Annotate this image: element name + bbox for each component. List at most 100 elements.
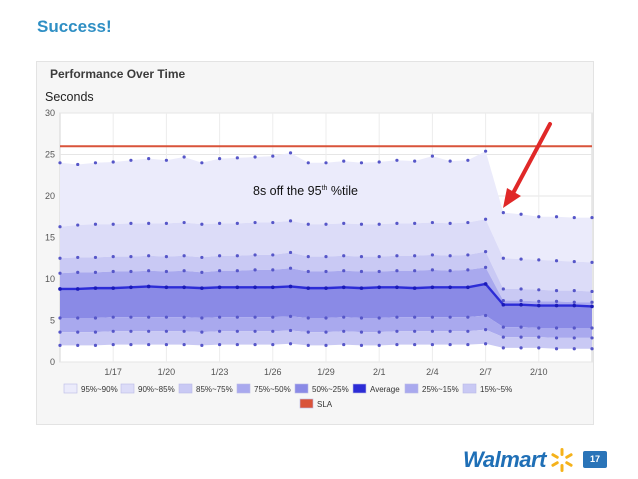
point-95%~90% [288, 151, 293, 155]
point-85%~75% [200, 255, 204, 260]
x-tick-label: 1/20 [158, 367, 176, 377]
point-floor [342, 342, 346, 347]
point-85%~75% [218, 254, 222, 258]
point-90%~85% [395, 221, 399, 225]
point-90%~85% [129, 221, 133, 225]
point-25%~15% [288, 314, 293, 318]
point-90%~85% [147, 221, 151, 225]
y-tick-label: 25 [45, 150, 55, 160]
point-floor [76, 343, 80, 347]
point-90%~85% [537, 258, 541, 262]
point-85%~75% [413, 254, 417, 258]
point-average [448, 285, 452, 290]
point-average [111, 286, 115, 290]
point-25%~15% [235, 315, 239, 319]
point-floor [501, 346, 505, 350]
point-average [590, 304, 594, 309]
legend-swatch [404, 383, 419, 394]
point-average [93, 286, 98, 290]
point-90%~85% [288, 219, 293, 223]
chart-title: Performance Over Time [50, 67, 186, 81]
point-90%~85% [377, 222, 381, 226]
point-average [164, 285, 169, 290]
point-25%~15% [218, 315, 222, 319]
legend-swatch [236, 383, 251, 394]
point-average [235, 285, 240, 290]
point-75%~50% [484, 265, 488, 269]
legend-swatch [462, 383, 477, 394]
point-95%~90% [519, 212, 523, 216]
point-95%~90% [537, 215, 541, 219]
point-75%~50% [395, 269, 399, 273]
spark-icon [551, 448, 573, 472]
x-tick-label: 1/17 [104, 367, 122, 377]
point-85%~75% [182, 254, 186, 258]
x-tick-label: 2/4 [426, 367, 439, 377]
point-15%~5% [342, 329, 346, 333]
point-95%~90% [93, 161, 98, 165]
point-average [58, 287, 62, 291]
point-95%~90% [501, 211, 505, 215]
point-15%~5% [324, 330, 328, 334]
point-95%~90% [554, 215, 559, 219]
point-85%~75% [147, 254, 151, 258]
point-90%~85% [182, 220, 186, 225]
point-75%~50% [182, 269, 186, 273]
point-average [217, 285, 222, 290]
point-15%~5% [448, 329, 452, 333]
point-floor [537, 346, 541, 350]
point-95%~90% [111, 160, 115, 164]
point-85%~75% [342, 254, 346, 258]
band-85%~75% [60, 251, 592, 303]
point-85%~75% [76, 255, 80, 260]
point-15%~5% [235, 329, 239, 333]
point-95%~90% [306, 161, 310, 165]
point-75%~50% [448, 269, 452, 273]
y-tick-label: 10 [45, 274, 55, 284]
point-95%~90% [413, 159, 417, 163]
point-85%~75% [359, 254, 364, 259]
point-15%~5% [182, 329, 186, 333]
point-75%~50% [235, 269, 239, 273]
point-75%~50% [359, 269, 364, 274]
x-tick-label: 1/26 [264, 367, 282, 377]
point-75%~50% [218, 269, 222, 273]
point-floor [519, 346, 523, 350]
point-average [271, 285, 275, 290]
point-90%~85% [58, 225, 62, 229]
point-average [146, 284, 151, 289]
point-95%~90% [590, 215, 594, 220]
point-85%~75% [448, 254, 452, 258]
point-85%~75% [395, 254, 399, 258]
point-85%~75% [484, 250, 488, 254]
x-tick-label: 1/29 [317, 367, 335, 377]
point-90%~85% [253, 220, 257, 225]
point-25%~15% [76, 316, 80, 320]
x-tick-label: 1/23 [211, 367, 229, 377]
point-95%~90% [324, 161, 328, 165]
point-95%~90% [76, 162, 80, 167]
point-25%~15% [271, 315, 275, 319]
point-floor [484, 342, 488, 346]
point-75%~50% [200, 270, 204, 274]
point-95%~90% [359, 161, 364, 165]
point-75%~50% [93, 270, 98, 274]
point-floor [253, 342, 257, 347]
point-90%~85% [218, 221, 222, 225]
legend-label: 95%~90% [81, 385, 118, 394]
point-90%~85% [271, 220, 275, 225]
y-tick-label: 5 [50, 316, 55, 326]
point-95%~90% [342, 159, 346, 163]
point-average [554, 303, 559, 308]
point-floor [111, 342, 115, 347]
point-average [572, 303, 577, 308]
point-average [306, 286, 311, 290]
legend-label: 15%~5% [480, 385, 512, 394]
band-95%~90% [60, 151, 592, 263]
legend-swatch [294, 383, 309, 394]
point-floor [324, 343, 328, 347]
point-75%~50% [253, 268, 257, 272]
point-average [129, 285, 133, 290]
point-95%~90% [430, 154, 434, 158]
